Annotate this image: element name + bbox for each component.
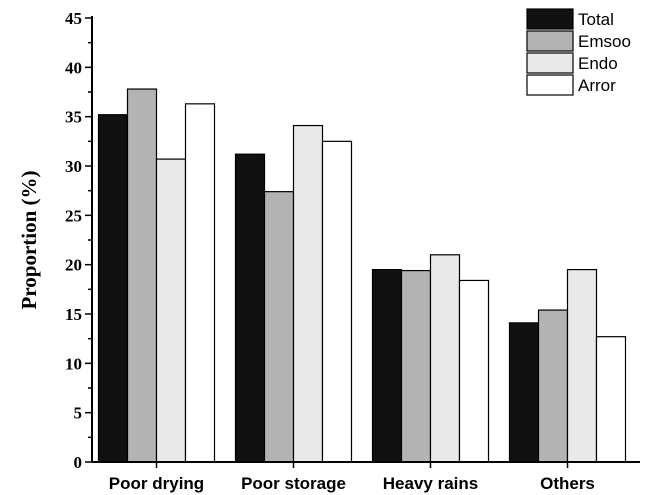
legend-label-endo: Endo <box>578 54 618 73</box>
legend-swatch-total <box>526 8 574 30</box>
bar-total-2 <box>234 153 266 463</box>
bar-endo-4 <box>566 269 598 463</box>
x-category-label: Poor drying <box>109 474 204 493</box>
y-tick-label: 5 <box>74 404 83 423</box>
x-category-label: Others <box>540 474 595 493</box>
y-tick-label: 30 <box>65 157 82 176</box>
bar-emsoo-4 <box>537 309 569 463</box>
bars <box>97 88 627 463</box>
legend-label-emsoo: Emsoo <box>578 32 631 51</box>
bar-total-1 <box>97 114 129 463</box>
bar-endo-1 <box>155 158 187 463</box>
bar-arror-4 <box>595 336 627 463</box>
y-tick-label: 10 <box>65 354 82 373</box>
legend-swatch-arror <box>526 74 574 96</box>
bar-emsoo-2 <box>263 191 295 463</box>
y-axis-ticks: 0 5 10 15 20 25 30 35 40 45 <box>65 9 92 472</box>
x-category-label: Heavy rains <box>383 474 478 493</box>
legend-swatch-emsoo <box>526 30 574 52</box>
y-tick-label: 0 <box>74 453 83 472</box>
bar-endo-3 <box>429 254 461 463</box>
y-tick-label: 45 <box>65 9 82 28</box>
bar-total-4 <box>508 322 540 463</box>
y-tick-label: 15 <box>65 305 82 324</box>
legend-swatch-endo <box>526 52 574 74</box>
bar-arror-1 <box>184 103 216 463</box>
x-category-label: Poor storage <box>241 474 346 493</box>
bar-arror-3 <box>458 279 490 463</box>
y-tick-label: 25 <box>65 206 82 225</box>
bar-emsoo-1 <box>126 88 158 463</box>
y-tick-label: 35 <box>65 108 82 127</box>
y-tick-label: 20 <box>65 256 82 275</box>
legend-label-arror: Arror <box>578 76 616 95</box>
bar-emsoo-3 <box>400 269 432 463</box>
y-axis-title: Proportion (%) <box>17 170 41 309</box>
axes <box>91 16 640 463</box>
bar-endo-2 <box>292 124 324 463</box>
legend-label-total: Total <box>578 10 614 29</box>
x-axis-labels: Poor drying Poor storage Heavy rains Others <box>109 462 595 493</box>
y-tick-label: 40 <box>65 58 82 77</box>
bar-arror-2 <box>321 140 353 463</box>
bar-total-3 <box>371 269 403 463</box>
legend: Total Emsoo Endo Arror <box>526 8 631 96</box>
